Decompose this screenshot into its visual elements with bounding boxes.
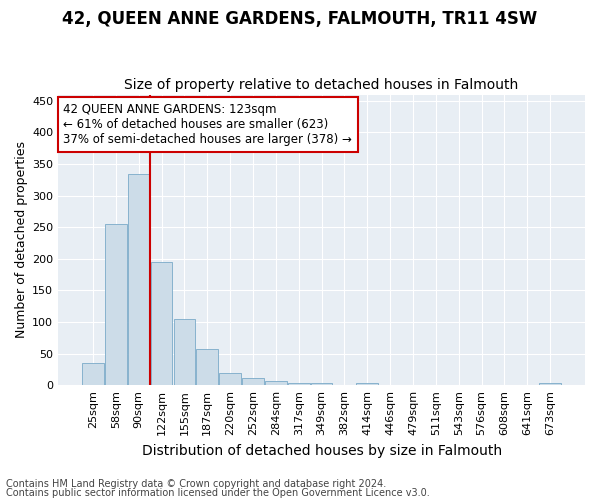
Bar	[242, 378, 264, 385]
Bar	[128, 174, 149, 385]
Text: 42, QUEEN ANNE GARDENS, FALMOUTH, TR11 4SW: 42, QUEEN ANNE GARDENS, FALMOUTH, TR11 4…	[62, 10, 538, 28]
Bar	[173, 319, 195, 385]
Text: 42 QUEEN ANNE GARDENS: 123sqm
← 61% of detached houses are smaller (623)
37% of : 42 QUEEN ANNE GARDENS: 123sqm ← 61% of d…	[64, 104, 352, 146]
Bar	[105, 224, 127, 385]
Bar	[219, 372, 241, 385]
Bar	[151, 262, 172, 385]
Bar	[539, 382, 561, 385]
Bar	[288, 382, 310, 385]
Bar	[196, 349, 218, 385]
Title: Size of property relative to detached houses in Falmouth: Size of property relative to detached ho…	[124, 78, 519, 92]
X-axis label: Distribution of detached houses by size in Falmouth: Distribution of detached houses by size …	[142, 444, 502, 458]
Bar	[82, 363, 104, 385]
Bar	[265, 381, 287, 385]
Text: Contains public sector information licensed under the Open Government Licence v3: Contains public sector information licen…	[6, 488, 430, 498]
Text: Contains HM Land Registry data © Crown copyright and database right 2024.: Contains HM Land Registry data © Crown c…	[6, 479, 386, 489]
Bar	[356, 384, 378, 385]
Bar	[311, 382, 332, 385]
Y-axis label: Number of detached properties: Number of detached properties	[15, 142, 28, 338]
